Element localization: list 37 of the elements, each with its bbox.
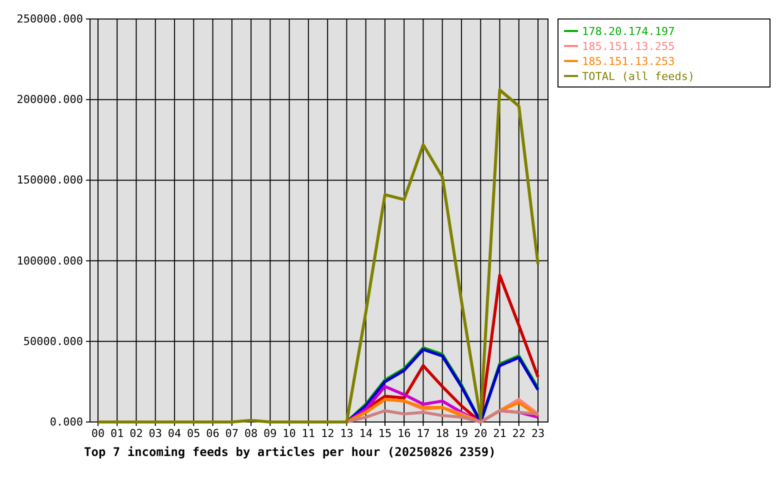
x-tick-label: 23 <box>531 426 545 440</box>
x-tick-label: 17 <box>416 426 430 440</box>
x-tick-label: 16 <box>397 426 411 440</box>
x-tick-label: 20 <box>474 426 488 440</box>
legend-label: 185.151.13.253 <box>582 55 675 68</box>
line-series <box>96 88 540 424</box>
line-series <box>345 409 540 424</box>
x-tick-label: 22 <box>512 426 526 440</box>
x-tick-label: 15 <box>378 426 392 440</box>
x-tick-label: 01 <box>110 426 124 440</box>
x-tick-label: 03 <box>148 426 162 440</box>
y-tick-label: 150000.000 <box>16 174 83 187</box>
x-tick-label: 10 <box>282 426 296 440</box>
x-tick-label: 08 <box>244 426 258 440</box>
y-tick-label: 50000.000 <box>23 334 83 348</box>
legend-label: TOTAL (all feeds) <box>582 70 695 83</box>
x-tick-label: 06 <box>206 426 220 440</box>
legend-label: 185.151.13.255 <box>582 40 675 53</box>
x-tick-label: 19 <box>454 426 468 440</box>
x-tick-label: 02 <box>130 426 143 440</box>
x-tick-label: 09 <box>264 426 277 440</box>
y-tick-label: 250000.000 <box>16 12 83 26</box>
y-tick-label: 100000.000 <box>16 254 83 268</box>
x-tick-label: 12 <box>320 426 334 440</box>
x-tick-label: 05 <box>187 426 200 440</box>
x-tick-label: 04 <box>168 426 182 440</box>
y-tick-label: 0.000 <box>50 416 83 429</box>
x-tick-label: 18 <box>436 426 449 440</box>
y-tick-label: 200000.000 <box>16 93 83 106</box>
legend-label: 178.20.174.197 <box>582 25 675 38</box>
x-tick-label: 14 <box>359 426 373 440</box>
x-tick-label: 11 <box>302 426 316 440</box>
x-tick-label: 21 <box>493 426 506 440</box>
text: Top 7 incoming feeds by articles per hour (20250826 2359) <box>84 445 496 459</box>
x-tick-label: 13 <box>340 426 354 440</box>
x-tick-label: 07 <box>225 426 239 440</box>
x-tick-label: 00 <box>91 426 105 440</box>
